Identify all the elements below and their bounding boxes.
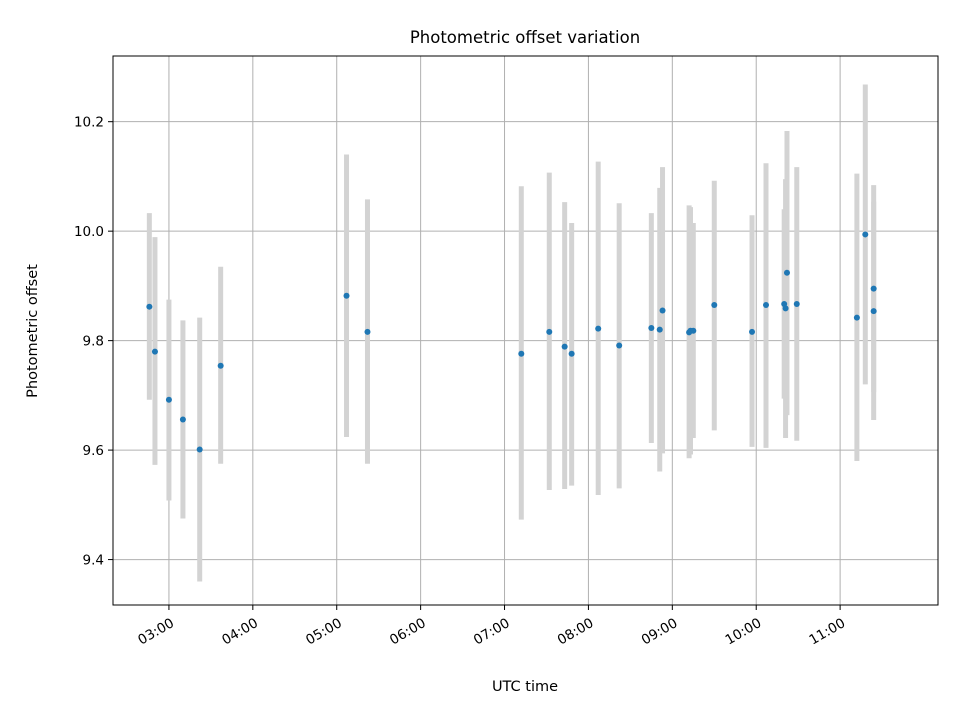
data-point (151, 348, 158, 355)
data-point (656, 326, 663, 333)
data-point (595, 325, 602, 332)
data-point (196, 446, 203, 453)
data-point (659, 307, 666, 314)
y-tick-label: 10.2 (74, 115, 104, 131)
data-point (782, 305, 789, 312)
y-axis-label: Photometric offset (25, 264, 41, 398)
y-tick-label: 10.0 (74, 224, 104, 240)
data-point (763, 302, 770, 309)
data-point (853, 314, 860, 321)
data-point (711, 302, 718, 309)
data-point (793, 300, 800, 307)
data-point (364, 328, 371, 335)
data-point (870, 308, 877, 315)
y-tick-label: 9.4 (83, 553, 104, 569)
data-point (862, 231, 869, 238)
data-points (146, 231, 877, 453)
data-point (179, 416, 186, 423)
chart-title: Photometric offset variation (410, 28, 640, 47)
data-point (749, 328, 756, 335)
data-point (616, 342, 623, 349)
data-point (165, 396, 172, 403)
data-point (546, 328, 553, 335)
data-point (217, 362, 224, 369)
y-axis-ticks: 9.4 9.6 9.8 10.0 10.2 (74, 115, 113, 569)
data-point (568, 350, 575, 357)
data-point (343, 292, 350, 299)
data-point (648, 325, 655, 332)
data-point (783, 269, 790, 276)
grid-lines (113, 56, 938, 605)
data-point (561, 343, 568, 350)
y-tick-label: 9.6 (83, 443, 104, 459)
data-point (146, 303, 153, 310)
y-tick-label: 9.8 (83, 334, 104, 350)
data-point (518, 350, 525, 357)
x-axis-label: UTC time (492, 679, 558, 695)
data-point (690, 327, 697, 334)
plot-frame (112, 55, 939, 606)
data-point (870, 285, 877, 292)
